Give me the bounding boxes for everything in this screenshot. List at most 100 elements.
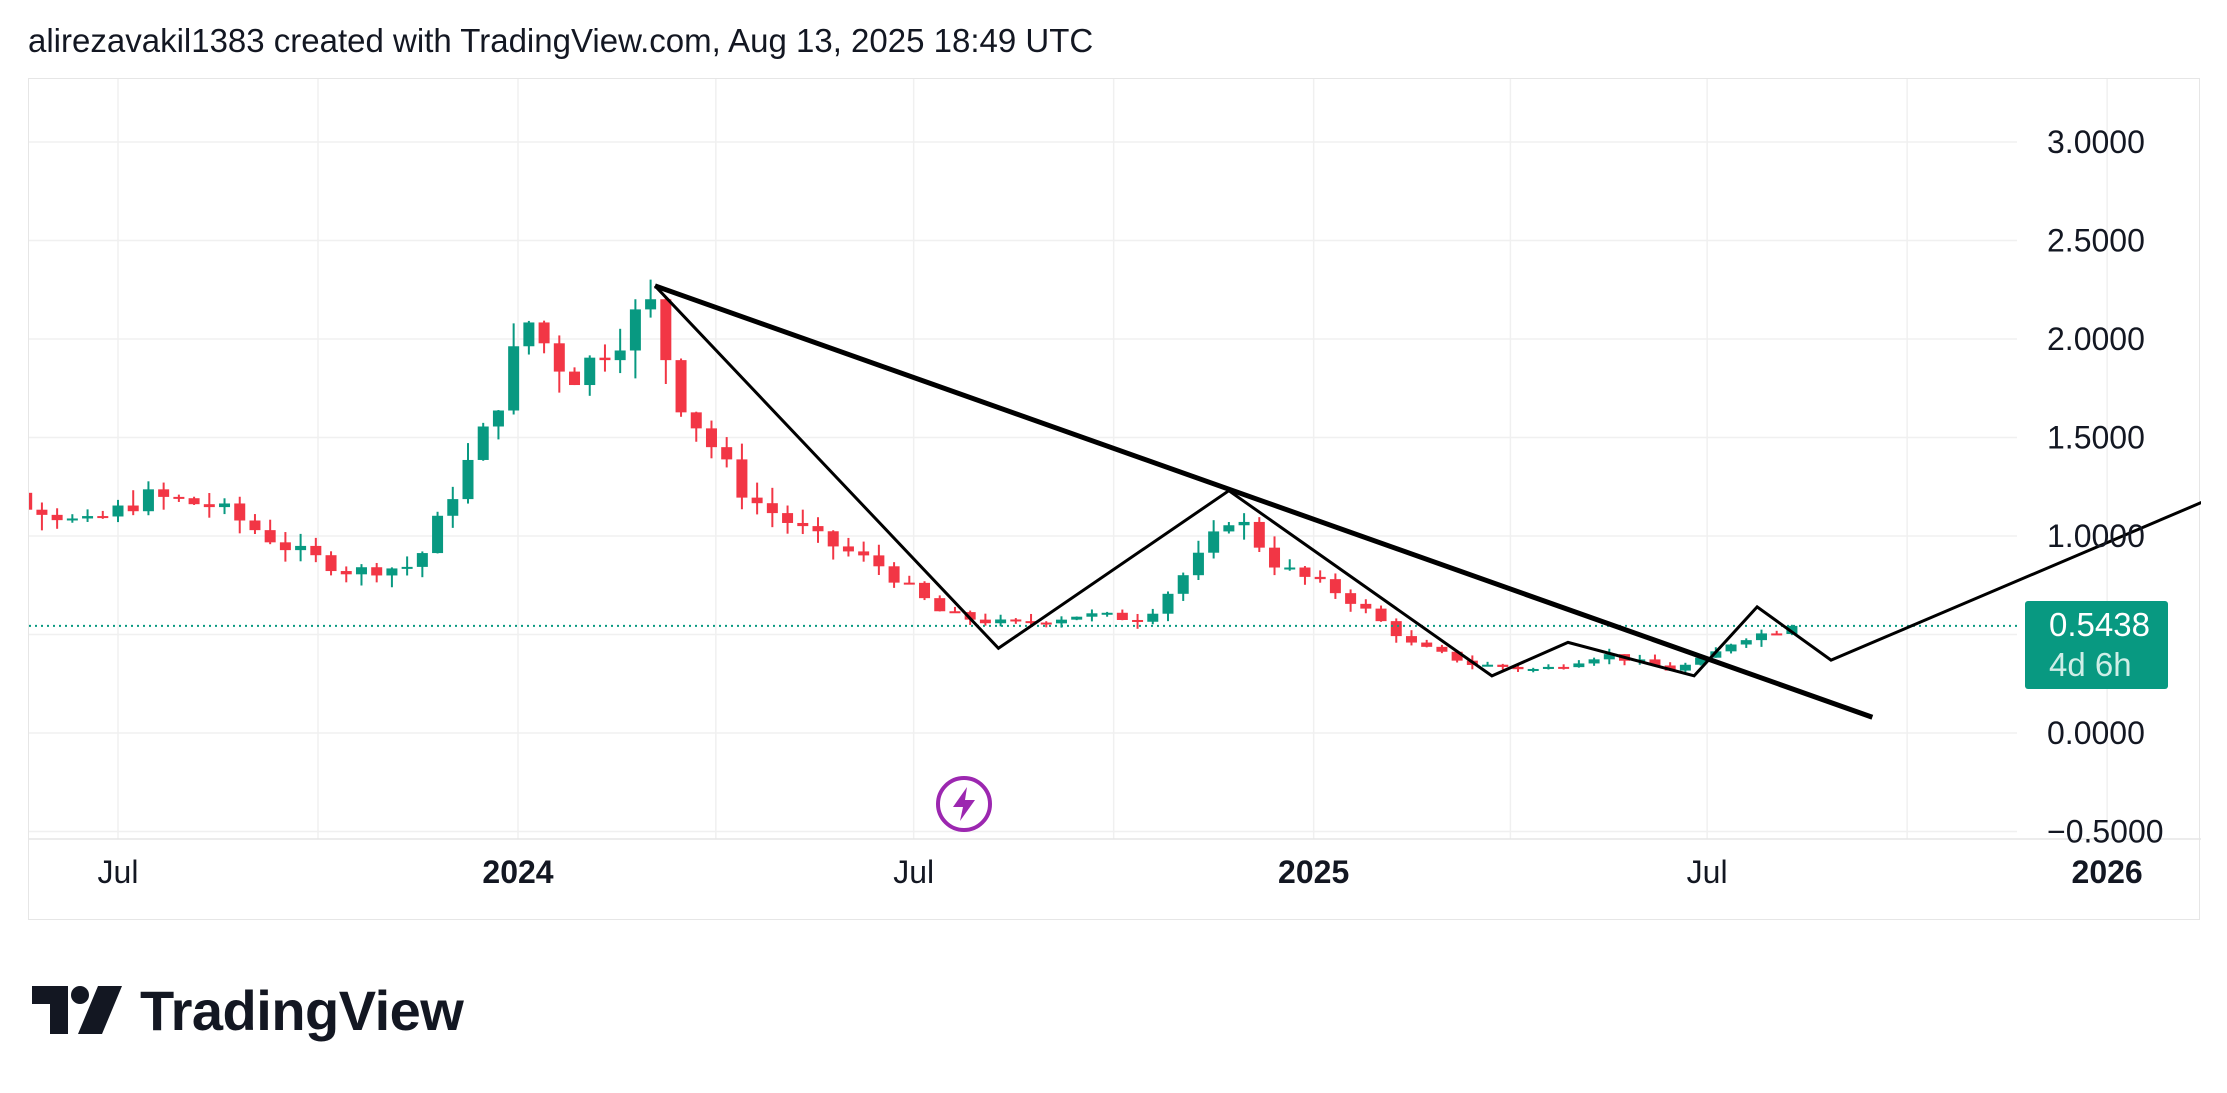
drawings[interactable] (653, 283, 2201, 720)
lightning-icon[interactable] (935, 775, 993, 833)
candle-body (1223, 525, 1235, 532)
candle-body (538, 322, 550, 344)
time-axis[interactable]: Jul2024Jul2025Jul2026Jul2027Jul2028 (98, 854, 2201, 890)
candle-body (279, 542, 291, 551)
candle-body (1071, 616, 1083, 620)
candle-body (1755, 633, 1767, 641)
candle-body (979, 619, 991, 624)
candle-body (1527, 668, 1539, 671)
price-tick-label: 2.0000 (2047, 321, 2145, 357)
candle-body (1253, 521, 1265, 548)
candle-body (660, 299, 672, 361)
time-tick-label: Jul (893, 854, 934, 890)
candle-body (386, 568, 398, 576)
chart-attribution: alirezavakil1383 created with TradingVie… (28, 22, 1094, 59)
candle-body (219, 503, 231, 508)
candle-body (553, 343, 565, 372)
candle-body (1482, 664, 1494, 667)
candle-body (766, 503, 778, 514)
candle-body (173, 496, 185, 499)
candle-body (797, 522, 809, 527)
tradingview-logo[interactable]: TradingView (32, 978, 464, 1042)
tradingview-tv-logo-icon (32, 986, 122, 1034)
candle-body (1314, 576, 1326, 580)
candle-body (462, 459, 474, 500)
candle-body (599, 357, 611, 361)
candle-body (949, 611, 961, 614)
candle-body (249, 520, 261, 531)
candles (29, 279, 1798, 673)
candle-body (934, 598, 946, 612)
chart-area[interactable]: 3.0000 2.5000 2.0000 1.5000 1.0000 0.0000 −0.5… (28, 78, 2201, 921)
time-tick-label: 2024 (482, 854, 553, 890)
candle-body (1329, 579, 1341, 594)
price-tick-label: −0.5000 (2047, 814, 2164, 850)
candle-body (401, 566, 413, 569)
candle-body (812, 526, 824, 532)
candle-body (1679, 664, 1691, 671)
candle-body (29, 492, 33, 510)
candle-body (371, 567, 383, 576)
candle-body (584, 357, 596, 386)
candle-body (919, 582, 931, 599)
candle-body (127, 505, 139, 512)
candle-body (1436, 646, 1448, 652)
candle-body (340, 571, 352, 575)
candle-body (355, 567, 367, 575)
candle-body (1695, 657, 1707, 665)
price-tick-label: 1.5000 (2047, 420, 2145, 456)
current-price-badge: 0.5438 4d 6h (2025, 601, 2168, 689)
candle-body (1192, 552, 1204, 576)
time-tick-label: 2025 (1278, 854, 1349, 890)
candle-body (188, 498, 200, 505)
candle-body (690, 412, 702, 429)
time-tick-label: Jul (1687, 854, 1728, 890)
candle-body (858, 551, 870, 556)
candle-body (508, 346, 520, 411)
candle-body (310, 545, 322, 556)
candle-body (1512, 666, 1524, 670)
candle-body (432, 515, 444, 554)
candle-body (234, 503, 246, 521)
candle-body (842, 546, 854, 552)
candle-body (416, 553, 428, 567)
candle-body (82, 516, 94, 519)
candle-body (964, 612, 976, 620)
candle-body (1421, 642, 1433, 647)
time-tick-label: 2026 (2072, 854, 2143, 890)
candle-body (1740, 640, 1752, 645)
projection-path (653, 284, 2201, 678)
candle-body (675, 360, 687, 413)
candle-body (1497, 664, 1509, 667)
candle-body (1710, 651, 1722, 658)
grid (29, 79, 2201, 840)
price-chart[interactable]: 3.0000 2.5000 2.0000 1.5000 1.0000 0.0000 −0.5… (29, 79, 2201, 921)
candle-body (1010, 619, 1022, 622)
price-tick-label: 3.0000 (2047, 124, 2145, 160)
candle-body (1558, 666, 1570, 669)
candle-body (142, 489, 154, 512)
candle-body (1405, 636, 1417, 643)
candle-body (1588, 659, 1600, 664)
candle-body (903, 582, 915, 585)
candle-body (1132, 619, 1144, 622)
candle-body (447, 499, 459, 516)
candle-body (614, 350, 626, 361)
candle-body (629, 309, 641, 351)
candle-body (1238, 521, 1250, 526)
candle-body (1116, 612, 1128, 620)
price-tick-label: 2.5000 (2047, 223, 2145, 259)
candle-body (1208, 531, 1220, 553)
candle-body (66, 518, 78, 521)
candle-body (1771, 633, 1783, 636)
price-tick-label: 0.0000 (2047, 715, 2145, 751)
candle-body (1786, 625, 1798, 635)
candle-body (112, 505, 124, 517)
candle-body (158, 489, 170, 497)
candle-body (721, 447, 733, 460)
candle-body (1375, 608, 1387, 622)
current-price-value: 0.5438 (2049, 606, 2150, 643)
price-axis[interactable]: 3.0000 2.5000 2.0000 1.5000 1.0000 0.0000 −0.5… (2047, 124, 2164, 850)
candle-body (1390, 621, 1402, 637)
candle-body (1177, 575, 1189, 594)
